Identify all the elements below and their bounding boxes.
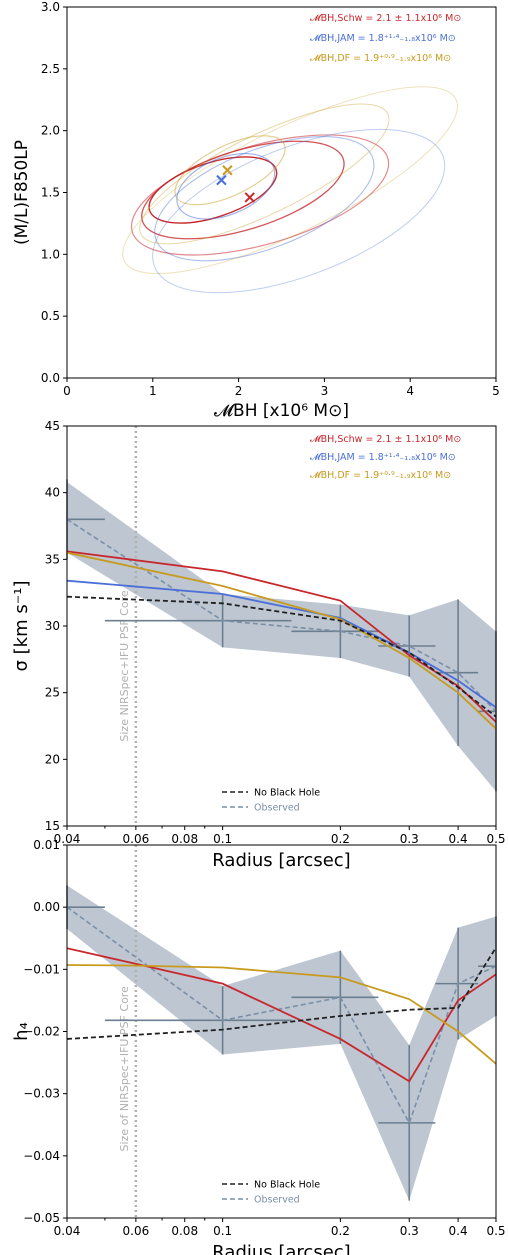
- contour-level-7: [139, 103, 390, 245]
- h4-lines: [67, 906, 496, 1125]
- h4-ylabel: h₄: [11, 1022, 32, 1041]
- h4-legend-nobh-label: No Black Hole: [254, 1180, 320, 1191]
- contour-ytick-label: 3.0: [41, 0, 60, 14]
- sigma-ylabel: σ [km s⁻¹]: [11, 581, 32, 672]
- contour-ytick-label: 0.5: [41, 309, 60, 323]
- sigma-lines: [67, 518, 496, 730]
- contour-level-8: [122, 86, 458, 275]
- contour-level-2: [130, 134, 390, 256]
- h4-observed-line: [67, 906, 496, 1125]
- h4-xtick-label: 0.1: [213, 1224, 232, 1238]
- h4-legend-observed-label: Observed: [254, 1195, 300, 1206]
- sigma-legend-schw: 𝓜BH,Schw = 2.1 ± 1.1x10⁶ M⊙: [310, 434, 461, 445]
- sigma-panel: Size NIRSpec+IFU PSF Core 0.04 0.06 0.08 0.1…: [11, 419, 506, 871]
- contour-lines: [122, 86, 458, 294]
- sigma-legend-nobh-label: No Black Hole: [254, 788, 320, 799]
- h4-series-no-black-hole: [67, 947, 496, 1040]
- h4-xtick-label: 0.2: [331, 1224, 350, 1238]
- legend-schw: 𝓜BH,Schw = 2.1 ± 1.1x10⁶ M⊙: [310, 13, 461, 24]
- best-fit-marker-df: [222, 165, 233, 176]
- sigma-xtick-label: 0.06: [123, 832, 150, 846]
- best-fit-marker-schw: [244, 192, 255, 203]
- h4-xtick-label: 0.06: [123, 1224, 150, 1238]
- contour-ylabel: (M/L)F850LP: [12, 140, 32, 245]
- sigma-xlabel: Radius [arcsec]: [212, 850, 350, 871]
- contour-ytick-label: 2.0: [41, 124, 60, 138]
- contour-xtick-label: 4: [406, 384, 414, 398]
- contour-xtick-label: 0: [63, 384, 71, 398]
- sigma-ytick-label: 35: [45, 552, 60, 566]
- best-fit-stroke-b: [222, 165, 233, 176]
- h4-ytick-label: −0.01: [23, 962, 60, 976]
- sigma-ytick-label: 25: [45, 686, 60, 700]
- contour-ytick-label: 1.5: [41, 186, 60, 200]
- h4-xtick-label: 0.5: [486, 1224, 505, 1238]
- contour-level-5: [152, 128, 446, 294]
- h4-ytick-label: −0.02: [23, 1025, 60, 1039]
- contour-level-3: [176, 153, 276, 220]
- sigma-psf-note: Size NIRSpec+IFU PSF Core: [118, 590, 131, 741]
- contour-level-6: [174, 135, 286, 206]
- contour-xtick-label: 2: [235, 384, 243, 398]
- h4-errorbar: [378, 1045, 436, 1201]
- h4-xtick-label: 0.3: [400, 1224, 419, 1238]
- sigma-xtick-label: 0.1: [213, 832, 232, 846]
- contour-xtick-label: 1: [149, 384, 157, 398]
- sigma-xtick-label: 0.4: [449, 832, 468, 846]
- best-fit-marker-jam: [216, 174, 227, 186]
- contour-xlabel: 𝓜BH [x10⁶ M⊙]: [214, 401, 349, 421]
- legend-jam: 𝓜BH,JAM = 1.8⁺¹·⁴₋₁.₈x10⁶ M⊙: [310, 33, 456, 44]
- sigma-uncertainty-band: [67, 482, 496, 792]
- contour-xtick-label: 5: [492, 384, 500, 398]
- sigma-xtick-label: 0.04: [54, 832, 81, 846]
- sigma-xtick-label: 0.08: [171, 832, 198, 846]
- h4-ytick-label: −0.04: [23, 1149, 60, 1163]
- h4-ytick-label: 0.01: [33, 838, 60, 852]
- h4-ytick-label: 0.00: [33, 900, 60, 914]
- sigma-ytick-label: 20: [45, 752, 60, 766]
- sigma-xtick-label: 0.5: [486, 832, 505, 846]
- contour-ytick-label: 0.0: [41, 371, 60, 385]
- best-fit-stroke-b: [216, 174, 227, 186]
- contour-xtick-label: 3: [321, 384, 329, 398]
- contour-panel: 0 1 2 3 4 5 0.0 0.5 1.0 1.5 2.0 2.5 3.0 𝓜BH [x10⁶ M⊙]…: [12, 0, 500, 421]
- h4-xtick-label: 0.04: [54, 1224, 81, 1238]
- h4-uncertainty-band: [67, 885, 496, 1201]
- legend-df: 𝓜BH,DF = 1.9⁺⁰·⁹₋₁.₉x10⁶ M⊙: [310, 53, 451, 64]
- h4-ytick-label: −0.05: [23, 1211, 60, 1225]
- h4-xtick-label: 0.08: [171, 1224, 198, 1238]
- sigma-legend-jam: 𝓜BH,JAM = 1.8⁺¹·⁴₋₁.₈x10⁶ M⊙: [310, 452, 456, 463]
- contour-ytick-label: 2.5: [41, 62, 60, 76]
- sigma-series-no-black-hole: [67, 595, 496, 718]
- sigma-ytick-label: 30: [45, 619, 60, 633]
- sigma-ytick-label: 40: [45, 486, 60, 500]
- sigma-xtick-label: 0.3: [400, 832, 419, 846]
- sigma-xtick-label: 0.2: [331, 832, 350, 846]
- h4-series-schw: [67, 947, 496, 1083]
- contour-ytick-label: 1.0: [41, 247, 60, 261]
- h4-series-df: [67, 964, 496, 1065]
- h4-xtick-label: 0.4: [449, 1224, 468, 1238]
- sigma-legend-observed-label: Observed: [254, 803, 300, 814]
- contour-level-0: [148, 156, 278, 224]
- sigma-legend-df: 𝓜BH,DF = 1.9⁺⁰·⁹₋₁.₉x10⁶ M⊙: [310, 470, 451, 481]
- contour-level-4: [154, 136, 375, 262]
- h4-ytick-label: −0.03: [23, 1087, 60, 1101]
- h4-psf-note: Size of NIRSpec+IFU PSF Core: [118, 986, 131, 1152]
- h4-panel: Size of NIRSpec+IFU PSF Core 0.04 0.06 0.08…: [11, 838, 506, 1255]
- sigma-series-df: [67, 551, 496, 730]
- sigma-ytick-label: 45: [45, 419, 60, 433]
- contour-level-1: [141, 140, 345, 240]
- best-fit-stroke-b: [244, 192, 255, 203]
- sigma-series-jam: [67, 579, 496, 709]
- sigma-ytick-label: 15: [45, 819, 60, 833]
- h4-xlabel: Radius [arcsec]: [212, 1242, 350, 1255]
